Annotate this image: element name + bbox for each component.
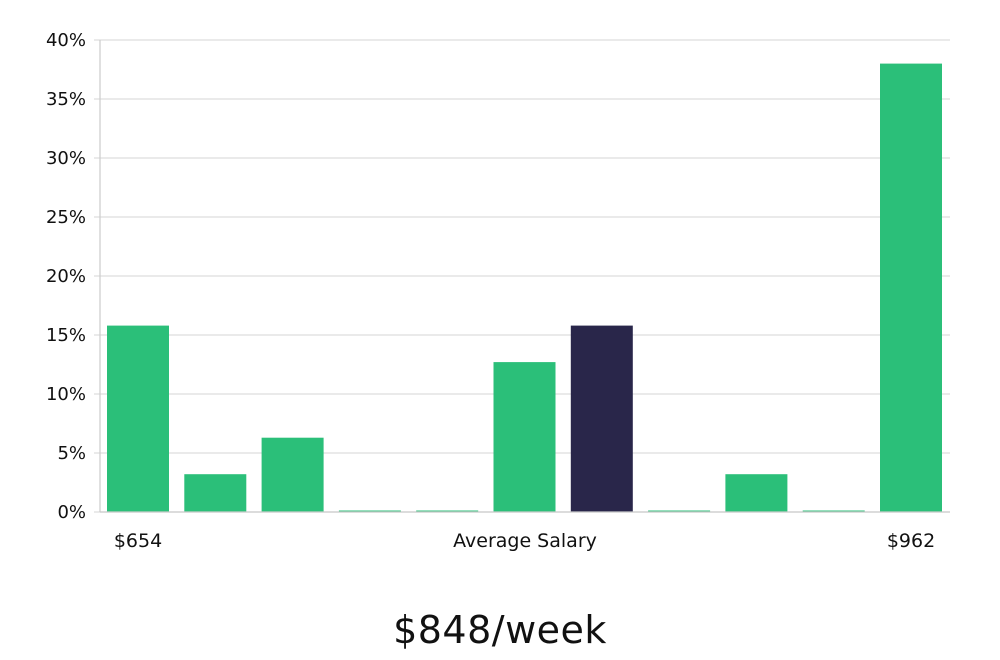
average-salary-headline: $848/week — [393, 608, 607, 652]
y-tick-label: 5% — [57, 443, 86, 464]
y-tick-label: 35% — [46, 89, 86, 110]
y-tick-label: 40% — [46, 30, 86, 51]
bar — [416, 510, 479, 512]
bar — [184, 474, 247, 512]
bars — [107, 63, 942, 512]
y-tick-label: 15% — [46, 325, 86, 346]
x-label-average: Average Salary — [453, 530, 597, 552]
x-label-min: $654 — [114, 530, 162, 552]
y-tick-label: 25% — [46, 207, 86, 228]
grid-lines — [94, 39, 950, 513]
y-tick-label: 0% — [57, 502, 86, 523]
bar — [725, 474, 788, 512]
bar — [648, 510, 711, 512]
y-tick-label: 10% — [46, 384, 86, 405]
bar — [338, 510, 401, 512]
bar — [880, 63, 942, 512]
y-tick-label: 20% — [46, 266, 86, 287]
bar — [493, 362, 556, 512]
x-label-max: $962 — [887, 530, 935, 552]
bar-average-salary — [570, 325, 633, 512]
y-axis-tick-labels: 0% 5% 10% 15% 20% 25% 30% 35% 40% — [46, 30, 86, 523]
bar — [107, 325, 169, 512]
bar — [261, 437, 324, 512]
salary-distribution-chart: 0% 5% 10% 15% 20% 25% 30% 35% 40% $654 Average S… — [46, 30, 950, 552]
bar — [802, 510, 865, 512]
y-tick-label: 30% — [46, 148, 86, 169]
